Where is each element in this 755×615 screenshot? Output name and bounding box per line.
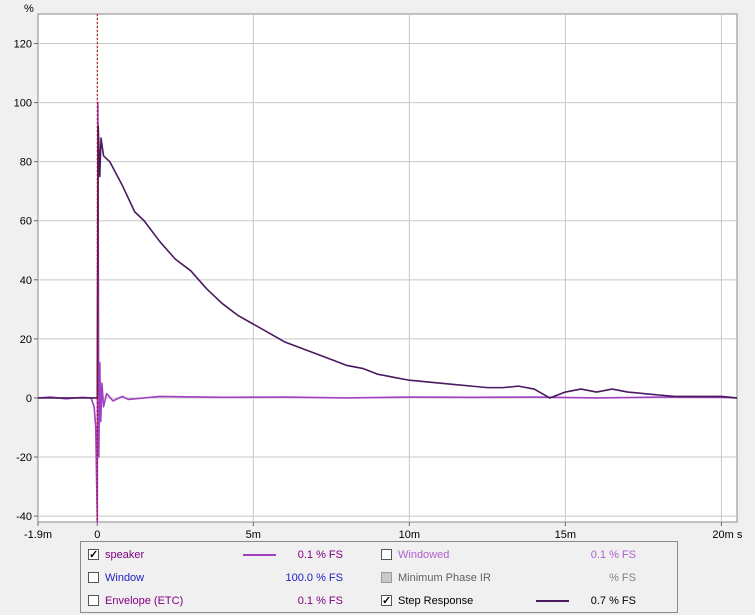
legend-item-envelope-etc[interactable]: Envelope (ETC) 0.1 % FS — [88, 593, 358, 609]
y-axis: 120 100 80 60 40 20 0 -20 -40 — [14, 39, 38, 523]
legend-label: speaker — [105, 549, 145, 561]
x-tick-label: 5m — [246, 529, 261, 540]
y-tick-label: -40 — [16, 511, 32, 523]
step-response-checkbox[interactable] — [381, 593, 392, 609]
minimum-phase-ir-checkbox[interactable] — [381, 572, 392, 583]
windowed-checkbox[interactable] — [381, 549, 392, 560]
y-tick-label: 80 — [20, 157, 32, 169]
step-response-line-swatch — [536, 600, 569, 602]
y-axis-unit: % — [24, 3, 34, 15]
x-tick-label: 20m s — [712, 529, 742, 540]
x-tick-label: -1.9m — [24, 529, 52, 540]
legend-value: 100.0 % FS — [285, 572, 343, 584]
x-axis: -1.9m 0 5m 10m 15m 20m s — [24, 522, 743, 540]
legend-label: Envelope (ETC) — [105, 595, 184, 607]
legend-item-speaker[interactable]: speaker 0.1 % FS — [88, 547, 358, 563]
impulse-response-chart[interactable]: 120 100 80 60 40 20 0 -20 -40 -1.9m 0 5m 10m 15m 20m … — [0, 0, 755, 540]
series-line-step-response — [38, 125, 738, 399]
legend-label: Step Response — [398, 595, 474, 607]
x-tick-label: 10m — [399, 529, 420, 540]
legend-label: Windowed — [398, 549, 450, 561]
y-tick-label: 100 — [14, 98, 32, 110]
legend-value: % FS — [609, 572, 636, 584]
legend-label: Window — [105, 572, 145, 584]
y-tick-label: 40 — [20, 275, 32, 287]
legend-item-minimum-phase-ir[interactable]: Minimum Phase IR % FS — [381, 570, 671, 586]
plot-area[interactable] — [37, 13, 738, 523]
series-group — [37, 101, 738, 523]
window-checkbox[interactable] — [88, 572, 99, 583]
envelope-etc-checkbox[interactable] — [88, 595, 99, 606]
legend-value: 0.1 % FS — [590, 549, 636, 561]
legend-value: 0.1 % FS — [297, 595, 343, 607]
legend-value: 0.1 % FS — [297, 549, 343, 561]
legend-item-window[interactable]: Window 100.0 % FS — [88, 570, 358, 586]
y-tick-label: -20 — [16, 452, 32, 464]
y-tick-label: 20 — [20, 334, 32, 346]
speaker-checkbox[interactable] — [88, 547, 99, 563]
x-tick-label: 15m — [555, 529, 576, 540]
legend-label: Minimum Phase IR — [398, 572, 491, 584]
y-tick-label: 0 — [26, 393, 32, 405]
y-tick-label: 120 — [14, 39, 32, 51]
grid-lines — [38, 14, 737, 522]
legend-value: 0.7 % FS — [590, 595, 636, 607]
legend-item-step-response[interactable]: Step Response 0.7 % FS — [381, 593, 671, 609]
series-line-speaker — [37, 101, 738, 523]
legend-item-windowed[interactable]: Windowed 0.1 % FS — [381, 547, 671, 563]
speaker-line-swatch — [243, 554, 276, 556]
legend-panel: speaker 0.1 % FS Windowed 0.1 % FS Windo… — [80, 541, 678, 613]
y-tick-label: 60 — [20, 216, 32, 228]
x-tick-label: 0 — [94, 529, 100, 540]
